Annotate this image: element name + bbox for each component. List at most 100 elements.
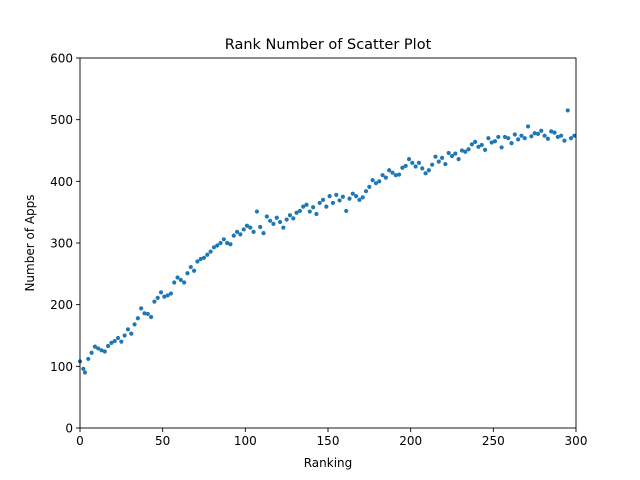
data-point: [148, 314, 154, 320]
y-axis-label: Number of Apps: [23, 194, 37, 291]
data-point: [555, 134, 560, 140]
data-point: [195, 259, 200, 264]
y-tick-label: 0: [65, 422, 73, 436]
data-point: [264, 214, 269, 219]
data-point: [142, 311, 147, 316]
data-point: [492, 139, 498, 144]
data-point: [301, 204, 306, 209]
data-point: [82, 370, 88, 375]
x-axis: 0 50 100 150 200 250 300: [76, 428, 587, 448]
data-point: [562, 138, 567, 143]
data-point: [165, 293, 170, 298]
data-point: [231, 233, 236, 238]
data-point: [129, 331, 134, 336]
data-point: [106, 343, 111, 349]
data-point: [519, 133, 524, 138]
data-point: [410, 160, 415, 165]
data-point: [327, 194, 332, 199]
data-point: [109, 340, 114, 345]
data-point: [324, 204, 329, 209]
data-point: [506, 136, 511, 141]
data-point: [360, 195, 365, 200]
data-point: [238, 232, 243, 237]
data-point: [486, 136, 491, 141]
data-point: [132, 322, 137, 327]
data-point: [274, 215, 279, 220]
data-point: [145, 311, 150, 317]
data-point: [522, 136, 527, 141]
data-point: [307, 209, 312, 214]
data-point: [469, 142, 474, 147]
y-tick-label: 300: [50, 237, 73, 251]
data-point: [350, 191, 355, 196]
data-point: [294, 210, 299, 215]
y-tick-label: 500: [50, 113, 73, 127]
data-point: [387, 168, 392, 173]
data-point: [525, 124, 531, 129]
data-point: [234, 229, 240, 234]
data-point: [383, 175, 388, 180]
data-point: [119, 339, 124, 344]
data-point: [208, 249, 213, 254]
data-point: [420, 166, 425, 171]
x-axis-label: Ranking: [304, 456, 353, 470]
data-point: [453, 151, 458, 156]
data-point: [377, 179, 382, 184]
data-point: [172, 280, 177, 285]
data-point: [158, 290, 164, 295]
data-point: [152, 299, 157, 304]
data-point: [248, 225, 253, 230]
data-point: [277, 219, 283, 225]
x-tick-label: 300: [565, 434, 588, 448]
data-point: [92, 344, 97, 349]
y-tick-label: 200: [50, 298, 73, 312]
data-point: [552, 130, 557, 135]
data-point: [86, 356, 91, 362]
data-point: [320, 197, 326, 202]
data-point: [340, 194, 345, 199]
data-point: [393, 173, 398, 178]
data-point: [373, 181, 379, 186]
data-point: [115, 335, 121, 341]
y-tick-label: 600: [50, 52, 73, 66]
data-point: [406, 157, 412, 162]
data-point: [568, 136, 574, 141]
data-point: [476, 144, 481, 149]
data-point: [433, 154, 438, 159]
data-point: [201, 255, 207, 260]
data-point: [416, 160, 422, 165]
data-point: [509, 141, 514, 146]
x-tick-label: 200: [399, 434, 422, 448]
data-point: [463, 149, 468, 154]
x-tick-label: 150: [317, 434, 340, 448]
data-point: [439, 155, 445, 160]
data-point: [430, 162, 435, 167]
x-tick-label: 50: [155, 434, 170, 448]
data-point: [244, 223, 250, 228]
x-tick-label: 250: [482, 434, 505, 448]
data-point: [539, 128, 544, 133]
data-point: [347, 196, 352, 201]
data-point: [396, 172, 402, 177]
data-point: [400, 165, 405, 170]
data-point: [363, 189, 369, 194]
data-point: [413, 164, 418, 169]
data-point: [258, 224, 263, 230]
data-point: [96, 346, 101, 351]
data-point: [182, 280, 187, 285]
chart-title: Rank Number of Scatter Plot: [225, 37, 432, 53]
data-point: [466, 147, 471, 152]
data-point: [317, 200, 322, 206]
data-point: [479, 142, 484, 148]
data-point: [215, 243, 220, 248]
data-point: [436, 159, 441, 164]
y-axis: 0 100 200 300 400 500 600: [50, 52, 80, 436]
data-point: [287, 213, 293, 218]
data-point: [281, 225, 286, 230]
data-point: [211, 245, 217, 250]
data-point: [535, 131, 541, 136]
data-point: [254, 209, 260, 214]
x-tick-label: 100: [234, 434, 257, 448]
data-point: [390, 170, 395, 175]
data-point: [367, 184, 372, 189]
